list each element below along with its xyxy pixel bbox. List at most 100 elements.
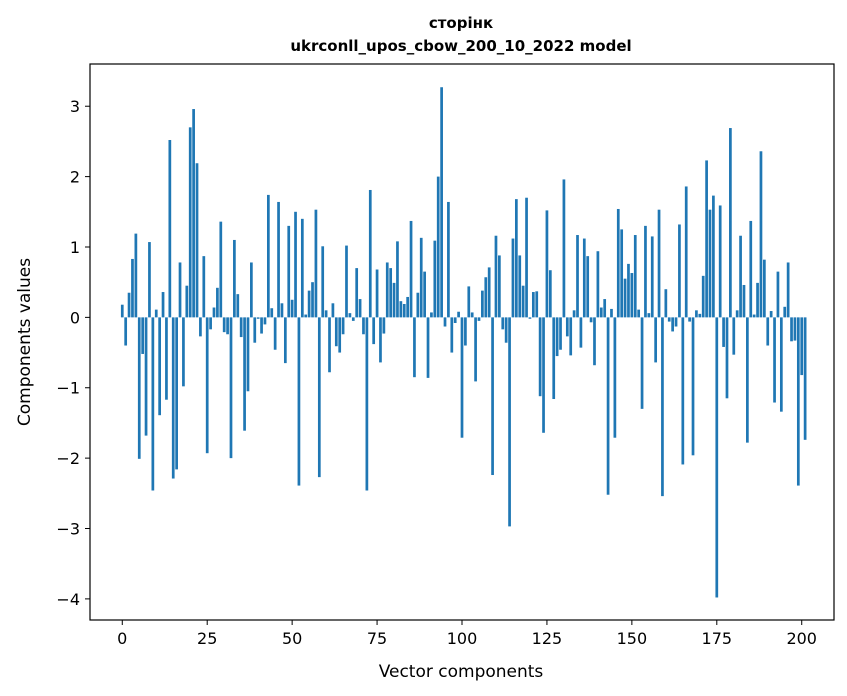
bar-32 (229, 317, 233, 459)
bar-160 (664, 289, 668, 318)
bar-125 (545, 210, 549, 318)
bar-110 (494, 235, 498, 318)
bar-151 (633, 235, 637, 318)
bar-89 (423, 271, 426, 318)
bar-167 (688, 317, 691, 322)
bar-100 (460, 317, 464, 438)
bar-111 (498, 255, 501, 318)
x-tick-label: 25 (197, 629, 217, 648)
bar-35 (239, 317, 243, 338)
bar-121 (531, 292, 535, 318)
bar-36 (243, 317, 246, 431)
bar-87 (416, 292, 420, 318)
bar-115 (511, 238, 515, 318)
bar-178 (725, 317, 729, 399)
bar-33 (233, 239, 236, 318)
bar-152 (637, 309, 641, 318)
bar-143 (606, 317, 610, 495)
bar-150 (630, 273, 634, 318)
bar-103 (470, 312, 474, 318)
bar-194 (779, 317, 783, 412)
bar-62 (331, 303, 335, 318)
bar-30 (222, 317, 226, 333)
bar-25 (205, 317, 209, 454)
y-axis-ticks: −4 −3 −2 −1 0 1 2 3 (56, 97, 90, 609)
bar-163 (674, 317, 678, 327)
bar-144 (610, 308, 613, 318)
bar-10 (154, 309, 158, 318)
bar-170 (698, 313, 702, 318)
bar-183 (742, 284, 746, 318)
bar-145 (613, 317, 617, 438)
bar-0 (120, 304, 124, 318)
bar-19 (185, 285, 189, 318)
bar-12 (161, 292, 165, 318)
bar-122 (535, 291, 539, 318)
bar-147 (620, 229, 624, 318)
bar-190 (766, 317, 770, 346)
bar-102 (467, 286, 471, 318)
y-tick-label: 1 (70, 238, 80, 257)
bar-130 (562, 179, 566, 318)
bar-34 (236, 294, 240, 318)
bar-101 (464, 317, 467, 346)
bar-198 (793, 317, 797, 341)
bar-161 (667, 317, 671, 322)
bar-40 (256, 317, 260, 319)
bar-196 (786, 262, 790, 318)
bar-113 (504, 317, 508, 343)
bar-48 (283, 317, 287, 364)
bar-98 (453, 317, 457, 323)
bar-131 (565, 317, 569, 337)
y-axis-label: Components values (15, 258, 35, 426)
bar-13 (165, 317, 168, 400)
bar-91 (430, 312, 433, 318)
bar-109 (491, 317, 494, 476)
x-tick-label: 100 (447, 629, 478, 648)
bar-6 (141, 317, 145, 354)
bar-39 (253, 317, 257, 343)
bar-15 (171, 317, 175, 479)
bar-1 (124, 317, 128, 346)
bar-61 (328, 317, 331, 373)
y-tick-label: −4 (56, 590, 80, 609)
bar-29 (219, 221, 223, 318)
bar-72 (365, 317, 369, 491)
y-tick-label: −3 (56, 520, 80, 539)
bar-74 (372, 317, 376, 345)
x-axis-ticks: 0 25 50 75 100 125 150 175 200 (117, 620, 817, 648)
bar-148 (623, 278, 627, 318)
bar-191 (769, 311, 773, 318)
bar-141 (599, 307, 603, 318)
bar-44 (270, 308, 274, 318)
bar-3 (131, 258, 134, 318)
bar-5 (137, 317, 141, 459)
bar-140 (596, 251, 600, 318)
bar-184 (746, 317, 749, 443)
bar-164 (678, 224, 681, 318)
bar-129 (559, 317, 562, 350)
bar-154 (644, 225, 647, 318)
bar-95 (443, 317, 447, 327)
bar-135 (579, 317, 583, 348)
bar-17 (178, 262, 182, 318)
y-tick-label: −1 (56, 379, 80, 398)
bar-99 (457, 311, 460, 318)
bar-133 (572, 310, 576, 318)
bar-52 (297, 317, 301, 486)
bar-43 (266, 194, 270, 318)
bar-83 (402, 303, 406, 318)
bar-112 (501, 317, 505, 330)
bar-41 (260, 317, 263, 334)
y-tick-label: 0 (70, 308, 80, 327)
bar-197 (790, 317, 793, 342)
bar-84 (406, 296, 410, 318)
bar-22 (195, 163, 199, 318)
bar-68 (351, 317, 355, 321)
bar-94 (440, 87, 443, 318)
bar-96 (447, 201, 450, 318)
bar-176 (718, 205, 722, 318)
y-tick-label: 3 (70, 97, 80, 116)
bar-168 (691, 317, 695, 456)
x-tick-label: 125 (532, 629, 563, 648)
